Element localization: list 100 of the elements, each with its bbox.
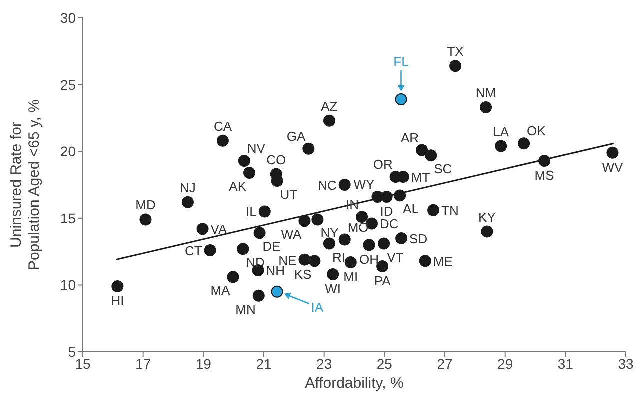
point (376, 260, 389, 272)
annotation: ME (433, 254, 454, 270)
point (140, 214, 152, 226)
annotation: SD (410, 231, 428, 246)
point (327, 268, 340, 281)
annotation: PA (374, 273, 392, 288)
annotation: MN (236, 302, 256, 317)
annotation: CO (266, 152, 286, 168)
annotation: MD (136, 198, 156, 213)
point (298, 254, 311, 266)
annotation: TX (447, 44, 464, 60)
annotation: KY (478, 210, 496, 225)
annotation: OK (527, 124, 546, 139)
annotation: LA (493, 124, 510, 140)
y-tick-label: 15 (60, 210, 76, 226)
y-tick-label: 30 (60, 10, 76, 26)
x-tick-label: 25 (376, 356, 393, 372)
point (416, 144, 428, 156)
x-tick-label: 23 (316, 356, 332, 372)
point (323, 238, 336, 250)
point (244, 166, 256, 179)
x-tick-label: 29 (498, 356, 514, 372)
point (481, 226, 494, 238)
annotation: WY (354, 177, 376, 192)
annotation: TN (442, 203, 459, 218)
annotation: VT (387, 250, 404, 265)
x-tick-label: 27 (437, 356, 453, 372)
point (312, 214, 324, 226)
y-tick-label: 20 (60, 144, 76, 160)
point (394, 190, 406, 202)
annotation: NJ (180, 180, 196, 196)
annotation: FL (394, 54, 409, 70)
point (227, 271, 240, 284)
y-tick-label: 5 (68, 344, 76, 360)
x-tick-label: 21 (256, 356, 272, 372)
annotation: DC (380, 216, 399, 232)
point (495, 140, 508, 152)
annotation: MO (348, 220, 369, 235)
point (271, 286, 284, 298)
x-tick-label: 15 (75, 356, 91, 372)
point (363, 239, 376, 252)
y-tick-label: 10 (60, 277, 76, 294)
point (252, 290, 265, 302)
annotation: IL (246, 204, 257, 220)
annotation: NM (476, 86, 496, 101)
annotation: NY (320, 226, 340, 241)
annotation: VA (210, 222, 228, 238)
point (378, 238, 390, 250)
x-tick-label: 33 (618, 356, 634, 372)
point (538, 154, 551, 167)
point (323, 114, 336, 127)
point (182, 196, 194, 208)
point (258, 206, 271, 218)
x-tick-label: 17 (136, 356, 152, 372)
annotation: MA (210, 283, 231, 298)
x-axis-title: Affordability, % (305, 375, 404, 392)
point (112, 280, 124, 293)
annotation: MI (344, 269, 358, 284)
point (428, 204, 440, 216)
point (302, 142, 315, 155)
annotation: AR (401, 130, 420, 146)
point (308, 255, 321, 268)
annotation: KS (294, 267, 312, 282)
point (356, 211, 368, 224)
annotation: RI (332, 250, 346, 265)
point (425, 150, 438, 162)
x-tick-label: 19 (196, 356, 212, 372)
annotation: CA (214, 118, 232, 134)
annotation: IA (311, 300, 324, 315)
annotation: AK (229, 178, 247, 194)
point (344, 256, 357, 268)
point (395, 93, 408, 106)
annotation: OR (373, 156, 393, 172)
x-tick-label: 31 (558, 356, 574, 372)
annotation: WI (325, 282, 342, 297)
point (204, 244, 216, 256)
annotation: AZ (321, 98, 338, 114)
annotation: HI (111, 294, 124, 309)
point (380, 191, 393, 204)
y-axis-title: Uninsured Rate for Population Aged <65 y, % (8, 99, 43, 271)
annotation: SC (434, 162, 452, 177)
annotation: UT (280, 186, 298, 202)
point (606, 146, 619, 159)
annotation: WV (602, 160, 624, 175)
point (396, 232, 408, 244)
point (254, 227, 266, 240)
point (196, 223, 209, 236)
annotation: WA (281, 227, 302, 242)
annotation: AL (403, 202, 419, 217)
annotation: MS (534, 168, 555, 183)
y-tick-label: 25 (60, 76, 76, 93)
point (518, 138, 530, 150)
annotation: CT (184, 243, 202, 258)
point (338, 179, 351, 191)
annotation: NC (318, 178, 337, 193)
annotation: MT (411, 170, 430, 185)
annotation: DE (262, 239, 282, 254)
annotation: OH (360, 252, 380, 268)
point (480, 102, 492, 114)
point (298, 215, 311, 228)
